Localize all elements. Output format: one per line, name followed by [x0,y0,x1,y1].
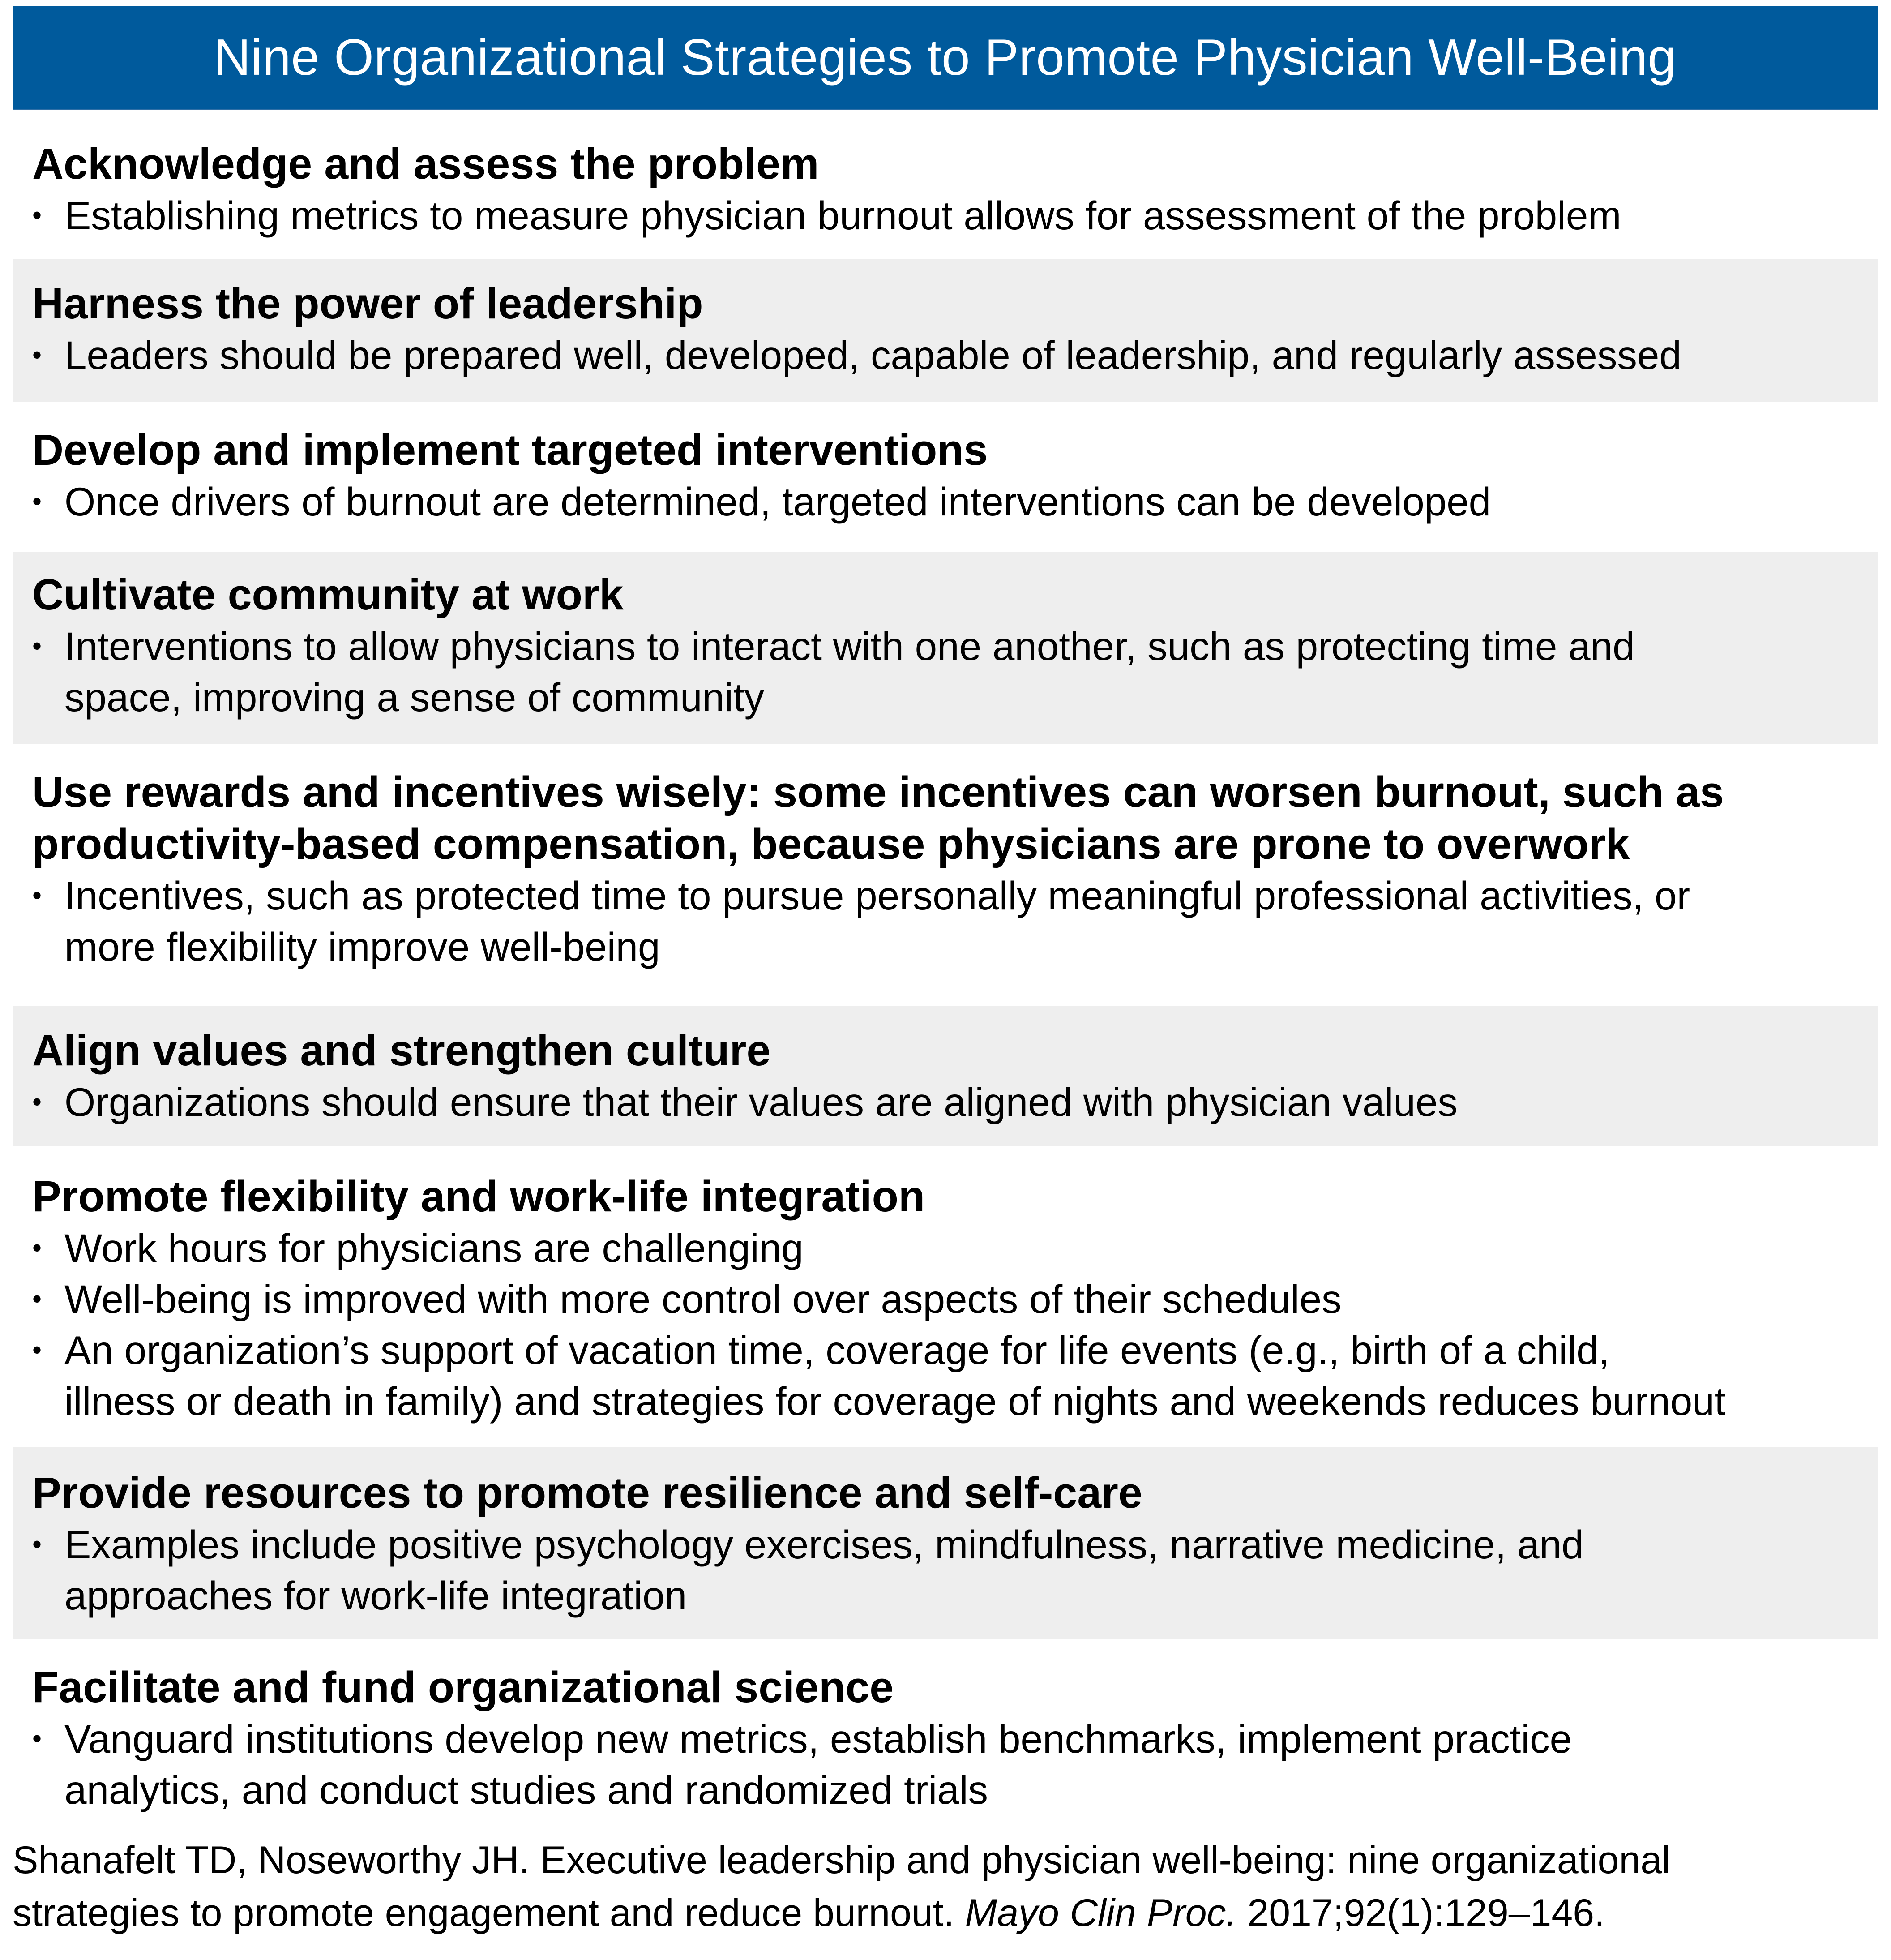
strategy-heading: Provide resources to promote resilience … [32,1468,1142,1517]
bullet-icon: • [32,1087,42,1117]
strategy-bullet: • Incentives, such as protected time to … [32,870,1878,972]
strategy-heading: Harness the power of leadership [32,279,703,328]
strategy-section: Provide resources to promote resilience … [13,1447,1878,1639]
strategy-bullet: • Leaders should be prepared well, devel… [32,330,1878,381]
strategy-bullet: • Interventions to allow physicians to i… [32,621,1878,723]
strategy-section: Promote flexibility and work-life integr… [13,1149,1878,1445]
strategy-bullet: • Work hours for physicians are challeng… [32,1222,1878,1274]
strategy-heading: Cultivate community at work [32,570,624,619]
bullet-icon: • [32,1724,42,1754]
bullet-icon: • [32,340,42,370]
strategy-heading: Develop and implement targeted intervent… [32,425,988,474]
strategy-heading: Align values and strengthen culture [32,1026,771,1075]
strategy-heading: Promote flexibility and work-life integr… [32,1172,925,1221]
bullet-icon: • [32,631,42,661]
strategy-section: Develop and implement targeted intervent… [13,405,1878,549]
citation-line-2: strategies to promote engagement and red… [13,1891,1605,1934]
strategy-bullet: • Vanguard institutions develop new metr… [32,1713,1878,1815]
strategy-section: Cultivate community at work • Interventi… [13,552,1878,744]
strategy-section: Acknowledge and assess the problem • Est… [13,130,1878,256]
title-banner: Nine Organizational Strategies to Promot… [13,6,1878,110]
strategy-section: Harness the power of leadership • Leader… [13,259,1878,402]
citation: Shanafelt TD, Noseworthy JH. Executive l… [13,1834,1878,1939]
strategy-bullet: • Establishing metrics to measure physic… [32,190,1878,241]
journal-name: Mayo Clin Proc. [965,1891,1237,1934]
strategy-section: Align values and strengthen culture • Or… [13,1006,1878,1146]
bullet-icon: • [32,486,42,516]
bullet-icon: • [32,1335,42,1365]
strategy-section: Use rewards and incentives wisely: some … [13,747,1878,1003]
bullet-icon: • [32,880,42,910]
page-title: Nine Organizational Strategies to Promot… [214,29,1677,86]
strategy-heading: Facilitate and fund organizational scien… [32,1663,894,1711]
strategy-bullet: • An organization’s support of vacation … [32,1325,1878,1427]
bullet-icon: • [32,1529,42,1559]
strategy-heading: Use rewards and incentives wisely: some … [32,768,1724,868]
bullet-icon: • [32,1284,42,1314]
strategy-bullet: • Organizations should ensure that their… [32,1076,1878,1128]
citation-line-1: Shanafelt TD, Noseworthy JH. Executive l… [13,1839,1671,1882]
strategy-section: Facilitate and fund organizational scien… [13,1643,1878,1822]
bullet-icon: • [32,200,42,230]
strategy-heading: Acknowledge and assess the problem [32,139,819,188]
strategy-bullet: • Once drivers of burnout are determined… [32,476,1878,527]
bullet-icon: • [32,1233,42,1263]
strategy-bullet: • Examples include positive psychology e… [32,1519,1878,1621]
strategy-bullet: • Well-being is improved with more contr… [32,1274,1878,1325]
